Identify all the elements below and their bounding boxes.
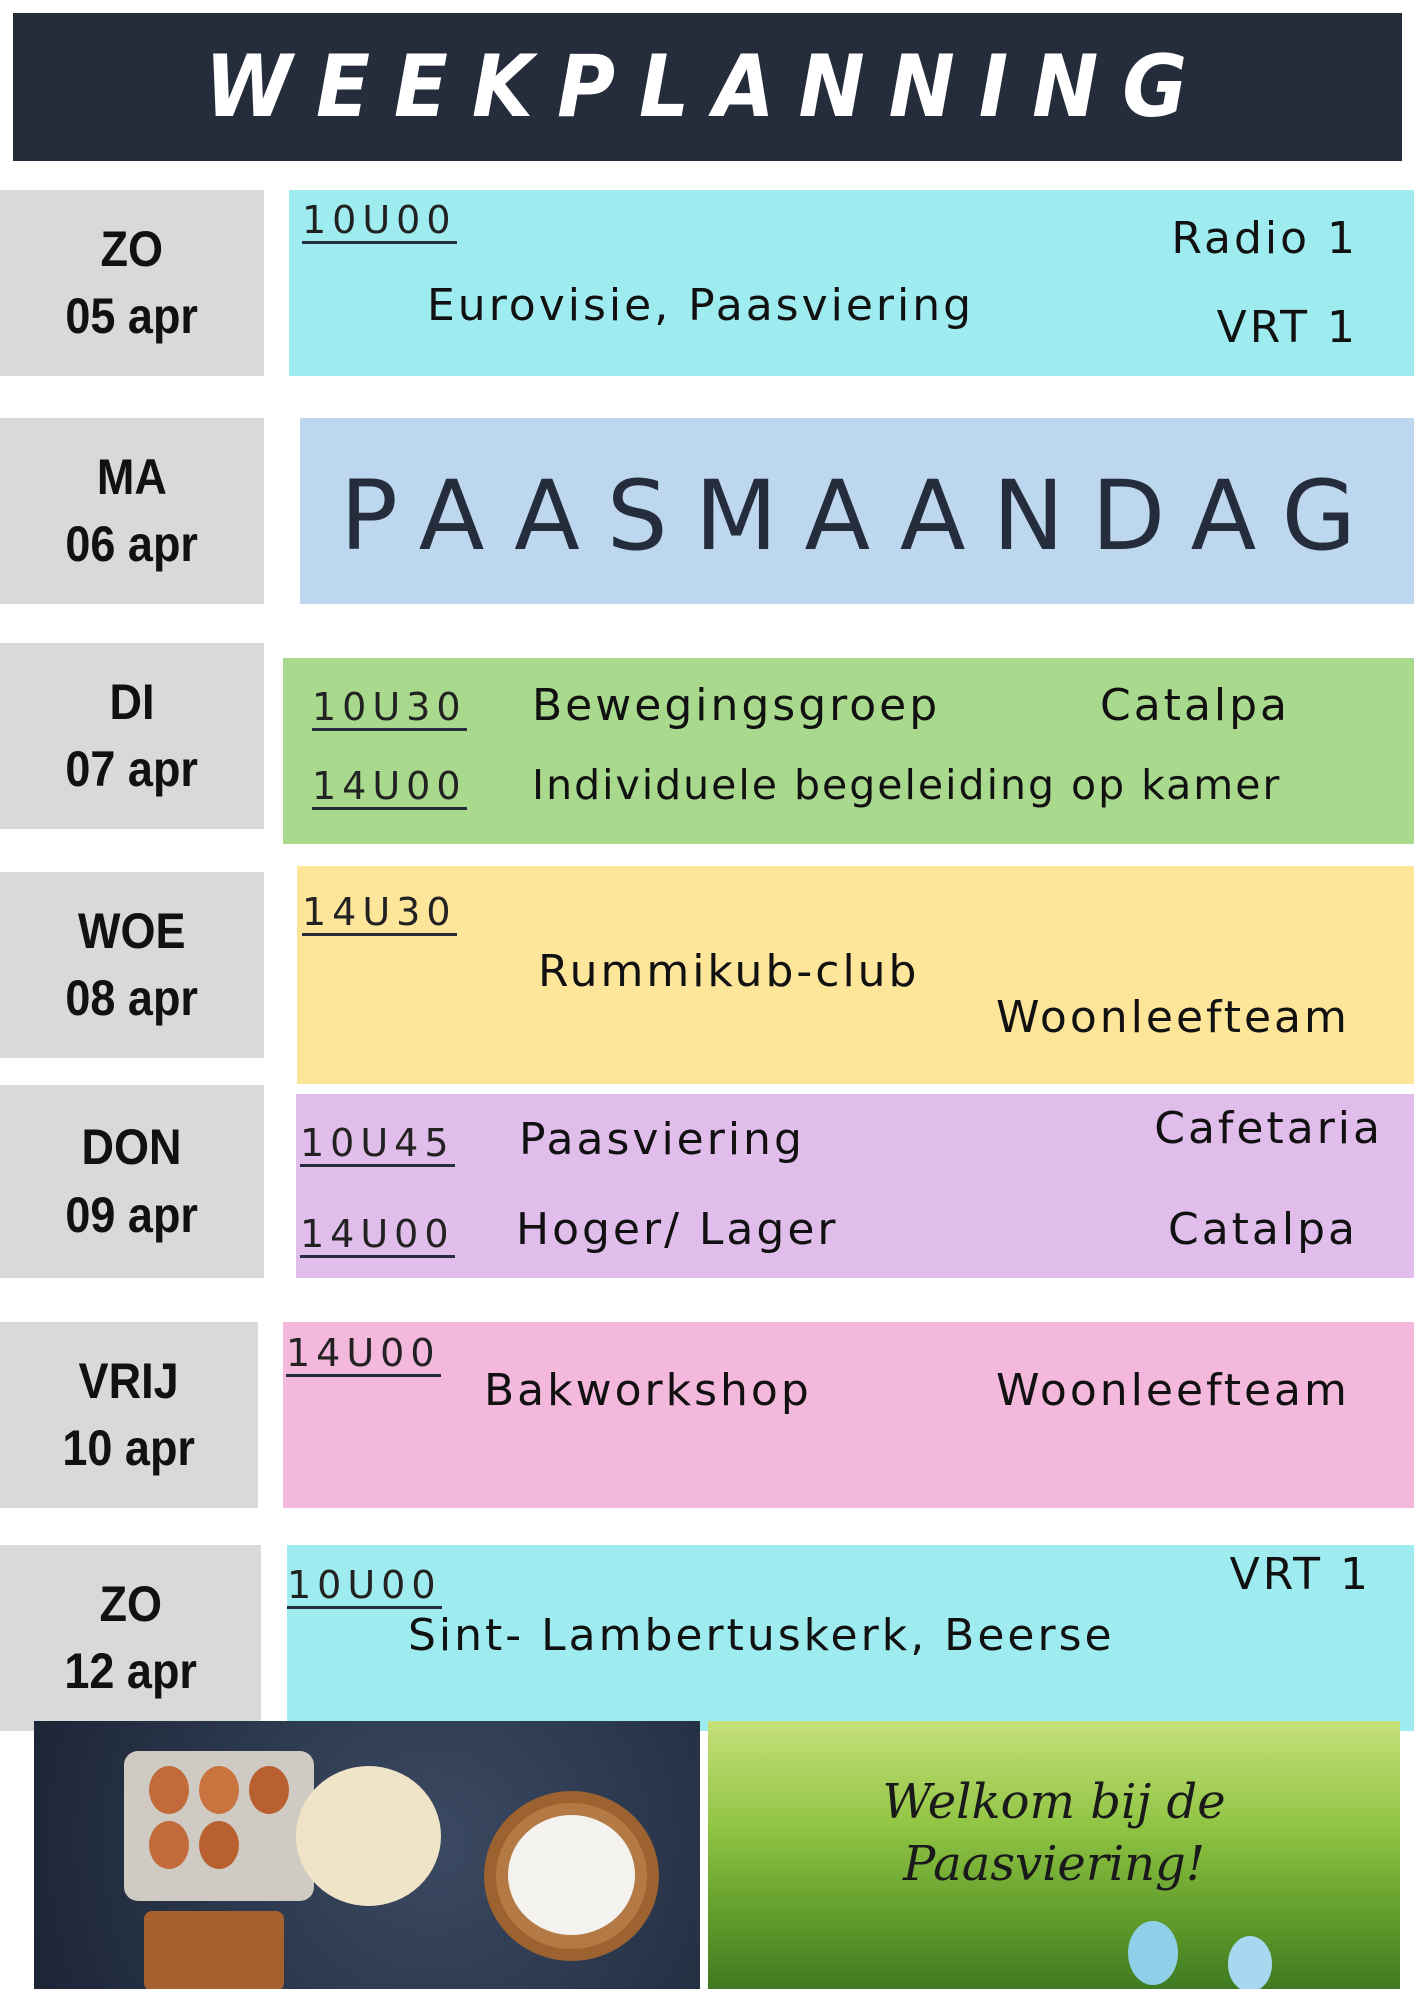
day-label-fri-10: VRIJ 10 apr [0,1322,258,1508]
easter-welcome-photo: Welkom bij de Paasviering! [708,1721,1400,1989]
header-banner: WEEKPLANNING [13,13,1402,161]
day-name: ZO [100,220,164,277]
day-name: MA [96,448,167,505]
day-row-fri-10 [283,1322,1414,1508]
event-location: Woonleefteam [996,992,1350,1043]
day-row-sun-05 [289,190,1414,376]
event-location: Cafetaria [1154,1103,1383,1154]
day-row-tue-07 [283,658,1414,844]
egg-carton [124,1751,314,1901]
event-title: Bewegingsgroep [532,680,941,731]
baking-photo [34,1721,700,1989]
butter-board [144,1911,284,1989]
easter-egg [1128,1921,1178,1985]
day-label-thu-09: DON 09 apr [0,1085,264,1278]
flour-bowl [484,1791,659,1961]
day-date: 07 apr [65,741,199,797]
holiday-banner: PAASMAANDAG [340,460,1383,572]
day-row-sun-12 [287,1545,1414,1731]
easter-egg [1228,1936,1272,1989]
day-label-sun-12: ZO 12 apr [0,1545,261,1731]
page-title: WEEKPLANNING [204,37,1211,137]
event-time: 14U00 [300,1212,455,1258]
event-title: Paasviering [519,1114,805,1165]
day-date: 12 apr [64,1643,197,1699]
day-name: DON [81,1119,182,1175]
event-time: 10U45 [300,1121,455,1167]
dough-ball [296,1766,441,1906]
event-time: 14U00 [312,764,467,810]
day-date: 05 apr [65,288,199,344]
day-label-mon-06: MA 06 apr [0,418,264,604]
event-time: 10U30 [312,685,467,731]
day-label-sun-05: ZO 05 apr [0,190,264,376]
event-location: Radio 1 [1171,213,1358,264]
event-time: 14U00 [286,1331,441,1377]
day-date: 10 apr [62,1420,196,1476]
day-row-thu-09 [296,1094,1414,1278]
day-name: WOE [78,902,186,959]
day-row-wed-08 [297,866,1414,1084]
event-location: VRT 1 [1229,1549,1371,1600]
event-title: Sint- Lambertuskerk, Beerse [408,1610,1115,1661]
event-title: Rummikub-club [538,946,920,997]
event-title: Bakworkshop [484,1365,812,1416]
day-name: VRIJ [78,1352,180,1409]
day-date: 06 apr [65,516,199,572]
day-date: 09 apr [65,1186,199,1243]
day-name: DI [109,673,155,730]
welcome-text: Welkom bij de Paasviering! [882,1774,1226,1893]
event-time: 10U00 [287,1563,442,1609]
event-time: 14U30 [302,890,457,936]
day-name: ZO [99,1575,162,1632]
day-row-mon-06 [300,418,1414,604]
day-date: 08 apr [65,970,199,1026]
event-title: Eurovisie, Paasviering [427,280,975,331]
day-label-wed-08: WOE 08 apr [0,872,264,1058]
eggs [149,1766,189,1814]
event-location: Woonleefteam [996,1365,1350,1416]
day-label-tue-07: DI 07 apr [0,643,264,829]
event-location: Catalpa [1167,1204,1358,1255]
event-title: Individuele begeleiding op kamer [532,761,1282,809]
event-title: Hoger/ Lager [516,1204,839,1255]
event-location: VRT 1 [1216,302,1358,353]
event-time: 10U00 [302,198,457,244]
event-location: Catalpa [1100,680,1291,731]
